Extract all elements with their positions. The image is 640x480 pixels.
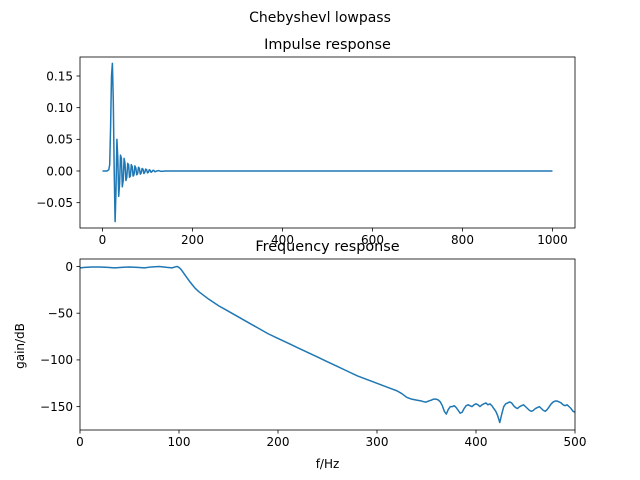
frequency-response-ytick-label: −150 [40,400,73,414]
impulse-response-line [102,62,553,223]
impulse-response-ytick-label: 0.10 [46,101,73,115]
frequency-response-frame [79,258,576,431]
impulse-response-ytick-label: 0.00 [46,164,73,178]
impulse-response-frame [79,56,576,229]
frequency-response-axes: Frequency response 0 100 200 300 400 500 0 −50 −… [13,239,586,471]
frequency-response-xlabel: f/Hz [316,457,340,471]
frequency-response-title: Frequency response [255,239,399,255]
frequency-response-ytick-label: −50 [48,306,73,320]
frequency-response-xtick-label: 400 [465,435,488,449]
frequency-response-xtick-label: 300 [366,435,389,449]
impulse-response-xtick-label: 400 [271,233,294,247]
frequency-response-xtick-label: 200 [267,435,290,449]
figure-suptitle: Chebyshevl lowpass [249,10,391,26]
frequency-response-ytick-label: 0 [65,260,73,274]
impulse-response-ytick-label: 0.15 [46,69,73,83]
impulse-response-ytick-label: −0.05 [36,196,73,210]
frequency-response-xtick-label: 500 [564,435,587,449]
frequency-response-ticks: 0 100 200 300 400 500 0 −50 −100 −150 [40,260,586,449]
impulse-response-axes: Impulse response 0 200 400 600 800 1000 0.15 0.… [36,37,576,247]
impulse-response-ticks: 0 200 400 600 800 1000 0.15 0.10 0.05 0.00 −0.05 [36,69,568,247]
frequency-response-xtick-label: 0 [76,435,84,449]
frequency-response-line [79,265,576,424]
impulse-response-xtick-label: 1000 [537,233,568,247]
impulse-response-xtick-label: 200 [181,233,204,247]
frequency-response-ytick-label: −100 [40,353,73,367]
impulse-response-title: Impulse response [264,37,391,53]
impulse-response-xtick-label: 0 [99,233,107,247]
impulse-response-xtick-label: 800 [451,233,474,247]
frequency-response-ylabel: gain/dB [13,323,27,369]
impulse-response-xtick-label: 600 [361,233,384,247]
frequency-response-xtick-label: 100 [168,435,191,449]
impulse-response-ytick-label: 0.05 [46,133,73,147]
